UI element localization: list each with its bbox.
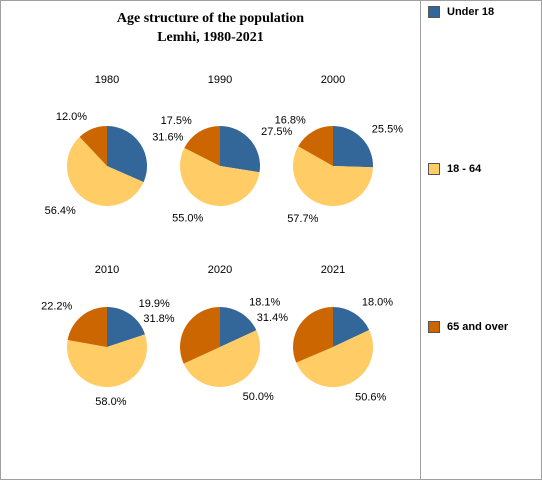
chart-title-block: Age structure of the population Lemhi, 1… bbox=[1, 9, 420, 47]
pie-value-label-under-18: 31.6% bbox=[152, 132, 183, 144]
pie-value-label-under-18: 19.9% bbox=[139, 298, 170, 310]
pie-value-label-18-64: 57.7% bbox=[287, 213, 318, 225]
pie-slice-18-64 bbox=[293, 146, 373, 206]
legend-swatch-under-18 bbox=[428, 6, 440, 18]
pie-value-label-65-and-over: 22.2% bbox=[41, 301, 72, 313]
pie-value-label-18-64: 56.4% bbox=[45, 205, 76, 217]
pie-year-label: 1980 bbox=[95, 74, 119, 86]
pie-slice-65-and-over bbox=[298, 125, 333, 166]
pie-value-label-18-64: 50.6% bbox=[355, 391, 386, 403]
pie-charts: 1980 31.6% 56.4% 12.0% 1990 27.5% 55.0% 17.5% 20… bbox=[41, 74, 403, 408]
pie-value-label-65-and-over: 31.4% bbox=[257, 312, 288, 324]
pie-slice-18-64 bbox=[67, 334, 148, 387]
pie-slice-65-and-over bbox=[67, 307, 107, 347]
pie-value-label-65-and-over: 16.8% bbox=[275, 114, 306, 126]
pie-year-label: 1990 bbox=[208, 74, 232, 86]
pie-year-label: 2021 bbox=[321, 264, 345, 276]
pie-year-label: 2010 bbox=[95, 264, 119, 276]
legend-label-under-18: Under 18 bbox=[447, 6, 495, 18]
pie-value-label-18-64: 55.0% bbox=[172, 212, 203, 224]
pie-value-label-65-and-over: 31.8% bbox=[143, 313, 174, 325]
pie-value-label-under-18: 18.1% bbox=[249, 297, 280, 309]
pie-slice-65-and-over bbox=[184, 126, 220, 166]
legend-swatch-18-64 bbox=[428, 163, 440, 175]
pie-value-label-18-64: 58.0% bbox=[95, 396, 126, 408]
pie-slice-under-18 bbox=[107, 307, 145, 347]
pie-slice-18-64 bbox=[296, 329, 374, 388]
pie-value-label-under-18: 25.5% bbox=[372, 123, 403, 135]
pie-slice-18-64 bbox=[183, 330, 260, 387]
pie-slice-18-64 bbox=[67, 136, 144, 206]
pie-slice-under-18 bbox=[220, 126, 261, 173]
pie-slice-under-18 bbox=[333, 307, 370, 347]
chart-title: Age structure of the population bbox=[116, 11, 305, 26]
pie-slice-65-and-over bbox=[79, 126, 107, 166]
pie-slice-65-and-over bbox=[293, 307, 333, 363]
pie-slice-under-18 bbox=[220, 307, 257, 347]
legend-label-65-and-over: 65 and over bbox=[447, 321, 509, 333]
chart-subtitle: Lemhi, 1980-2021 bbox=[157, 30, 264, 45]
pie-slice-under-18 bbox=[333, 126, 373, 168]
pie-value-label-under-18: 27.5% bbox=[261, 126, 292, 138]
pie-year-label: 2020 bbox=[208, 264, 232, 276]
legend-divider bbox=[420, 1, 421, 479]
legend-label-18-64: 18 - 64 bbox=[447, 163, 482, 175]
legend-swatch-65-and-over bbox=[428, 321, 440, 333]
pie-slice-65-and-over bbox=[180, 307, 220, 364]
pie-value-label-65-and-over: 17.5% bbox=[161, 115, 192, 127]
pie-slice-18-64 bbox=[180, 147, 260, 206]
pie-value-label-65-and-over: 12.0% bbox=[56, 111, 87, 123]
pie-year-label: 2000 bbox=[321, 74, 345, 86]
pie-slice-under-18 bbox=[107, 125, 148, 183]
pie-value-label-18-64: 50.0% bbox=[243, 391, 274, 403]
pie-value-label-under-18: 18.0% bbox=[362, 296, 393, 308]
